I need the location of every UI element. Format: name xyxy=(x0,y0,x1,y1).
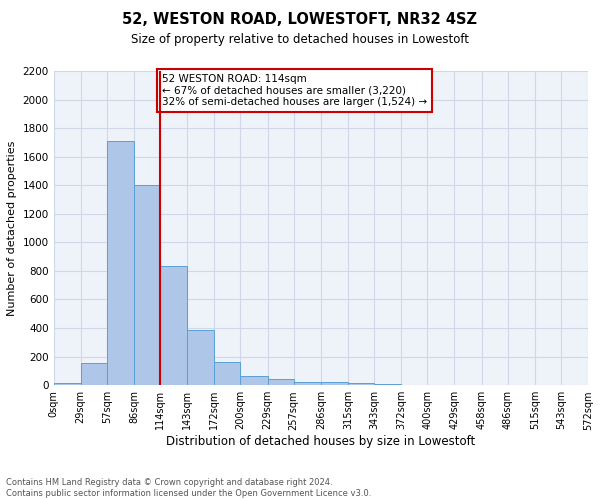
Bar xyxy=(134,185,160,385)
Bar xyxy=(160,266,187,385)
Bar xyxy=(294,382,321,385)
Bar xyxy=(268,380,294,385)
X-axis label: Distribution of detached houses by size in Lowestoft: Distribution of detached houses by size … xyxy=(166,435,475,448)
Bar xyxy=(374,384,401,385)
Text: 52, WESTON ROAD, LOWESTOFT, NR32 4SZ: 52, WESTON ROAD, LOWESTOFT, NR32 4SZ xyxy=(122,12,478,28)
Text: Size of property relative to detached houses in Lowestoft: Size of property relative to detached ho… xyxy=(131,32,469,46)
Bar xyxy=(81,363,107,385)
Bar xyxy=(187,330,214,385)
Bar xyxy=(321,382,348,385)
Y-axis label: Number of detached properties: Number of detached properties xyxy=(7,140,17,316)
Bar xyxy=(241,376,268,385)
Bar xyxy=(348,383,374,385)
Bar xyxy=(107,141,134,385)
Text: 52 WESTON ROAD: 114sqm
← 67% of detached houses are smaller (3,220)
32% of semi-: 52 WESTON ROAD: 114sqm ← 67% of detached… xyxy=(162,74,427,107)
Text: Contains HM Land Registry data © Crown copyright and database right 2024.
Contai: Contains HM Land Registry data © Crown c… xyxy=(6,478,371,498)
Bar xyxy=(53,383,81,385)
Bar xyxy=(214,362,241,385)
